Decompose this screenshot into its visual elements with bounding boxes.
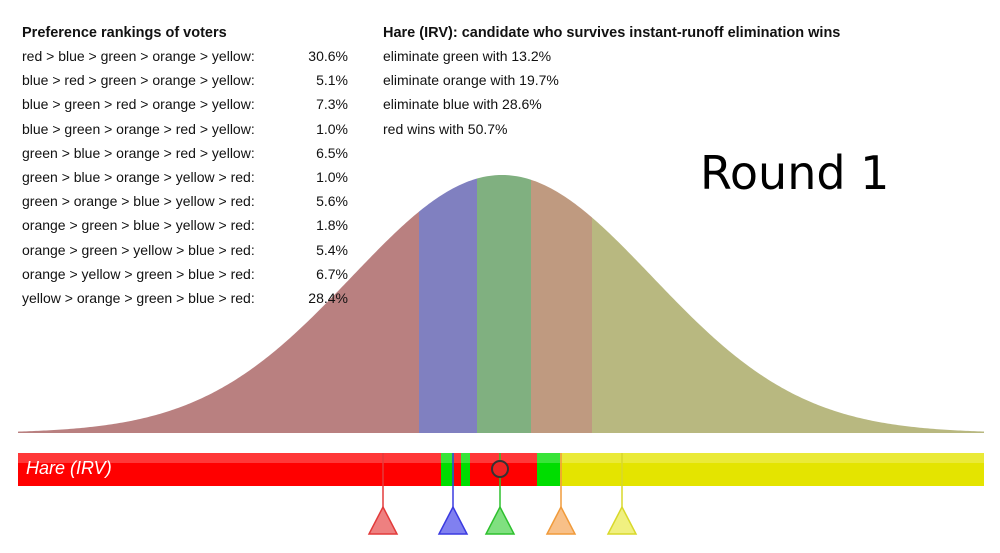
rankings-panel: Preference rankings of voters red > blue… (22, 22, 362, 310)
bar-highlight (18, 453, 984, 463)
ranking-row: blue > green > red > orange > yellow: 7.3… (22, 92, 362, 116)
candidate-triangle-orange (545, 505, 577, 535)
ranking-share: 5.4% (316, 241, 348, 258)
ranking-row: yellow > orange > green > blue > red: 28.… (22, 286, 362, 310)
bar-segment-green (537, 453, 560, 486)
ranking-share: 5.6% (316, 193, 348, 210)
ranking-order: green > blue > orange > yellow > red: (22, 168, 255, 185)
ranking-row: orange > green > yellow > blue > red: 5.4… (22, 238, 362, 262)
candidate-triangle-red (367, 505, 399, 535)
candidate-triangle-blue (437, 505, 469, 535)
ranking-row: orange > green > blue > yellow > red: 1.8… (22, 213, 362, 237)
ranking-share: 28.4% (308, 289, 348, 306)
candidate-triangle-green (484, 505, 516, 535)
ranking-row: blue > green > orange > red > yellow: 1.0… (22, 117, 362, 141)
ranking-order: orange > yellow > green > blue > red: (22, 265, 255, 282)
ranking-share: 7.3% (316, 96, 348, 113)
round-step: red wins with 50.7% (383, 120, 508, 137)
round-step: eliminate green with 13.2% (383, 48, 552, 64)
region-red (18, 211, 419, 433)
ranking-share: 30.6% (308, 48, 348, 64)
ranking-row: green > blue > orange > yellow > red: 1.0… (22, 165, 362, 189)
round-label: Round 1 (700, 146, 890, 200)
rankings-heading: Preference rankings of voters (22, 25, 227, 41)
region-green (477, 175, 531, 433)
ranking-row: green > orange > blue > yellow > red: 5.6… (22, 189, 362, 213)
ranking-row: green > blue > orange > red > yellow: 6.5… (22, 141, 362, 165)
ranking-order: orange > green > yellow > blue > red: (22, 241, 255, 258)
ranking-share: 6.7% (316, 265, 348, 282)
ranking-order: blue > green > red > orange > yellow: (22, 96, 255, 113)
ranking-share: 1.0% (316, 120, 348, 137)
method-bar-label: Hare (IRV) (26, 458, 112, 478)
ranking-row: red > blue > green > orange > yellow: 30.… (22, 44, 362, 68)
ranking-order: green > blue > orange > red > yellow: (22, 144, 255, 161)
region-blue (419, 178, 477, 433)
rounds-panel: Hare (IRV): candidate who survives insta… (383, 22, 943, 141)
bar-segment-red (454, 453, 461, 486)
ranking-row: blue > red > green > orange > yellow: 5.1… (22, 68, 362, 92)
bar-segment-yellow (560, 453, 984, 486)
ranking-row: orange > yellow > green > blue > red: 6.7… (22, 262, 362, 286)
ranking-share: 1.0% (316, 168, 348, 185)
bar-segment-green (441, 453, 454, 486)
voter-distribution-curve (18, 175, 984, 433)
ranking-share: 6.5% (316, 144, 348, 161)
rounds-heading: Hare (IRV): candidate who survives insta… (383, 25, 841, 41)
round-step: eliminate blue with 28.6% (383, 96, 542, 113)
ranking-order: orange > green > blue > yellow > red: (22, 217, 255, 234)
candidate-markers (367, 453, 638, 535)
ranking-order: blue > red > green > orange > yellow: (22, 72, 255, 89)
region-yellow (592, 217, 984, 433)
candidate-triangle-yellow (606, 505, 638, 535)
bar-segment-red (18, 453, 441, 486)
ranking-order: yellow > orange > green > blue > red: (22, 289, 255, 306)
ranking-share: 1.8% (316, 217, 348, 234)
ranking-order: red > blue > green > orange > yellow: (22, 48, 255, 64)
round-step: eliminate orange with 19.7% (383, 72, 559, 89)
region-orange (531, 179, 592, 433)
ranking-order: blue > green > orange > red > yellow: (22, 120, 255, 137)
bar-segment-green (461, 453, 470, 486)
voter-position-marker (491, 460, 509, 478)
ranking-share: 5.1% (316, 72, 348, 89)
ranking-order: green > orange > blue > yellow > red: (22, 193, 255, 210)
